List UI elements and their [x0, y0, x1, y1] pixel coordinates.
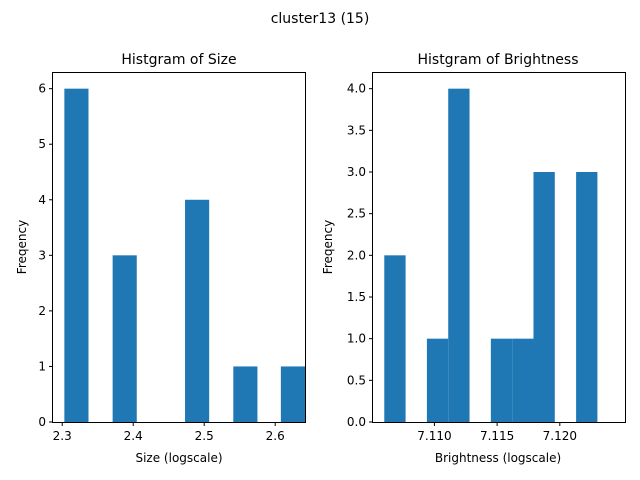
- brightness-histogram-ytick-label: 0.5: [347, 373, 366, 387]
- size-histogram-ylabel: Freqency: [15, 220, 29, 274]
- size-histogram-xlabel: Size (logscale): [135, 451, 222, 465]
- brightness-histogram-ytick-label: 0.0: [347, 415, 366, 429]
- brightness-histogram-title: Histgram of Brightness: [417, 52, 578, 68]
- brightness-histogram-xtick-label: 7.110: [417, 429, 451, 443]
- size-histogram-ytick-label: 3: [38, 248, 46, 262]
- brightness-histogram-bar-2: [426, 338, 449, 422]
- brightness-histogram-ylabel: Freqency: [321, 220, 335, 274]
- size-histogram-ytick-label: 6: [38, 82, 46, 96]
- size-histogram-bars: [64, 88, 305, 423]
- size-histogram-xtick-label: 2.4: [124, 429, 143, 443]
- size-histogram-ytick-label: 0: [38, 415, 46, 429]
- brightness-histogram-ytick-label: 3.5: [347, 123, 366, 137]
- brightness-histogram-bar-7: [533, 172, 555, 422]
- size-histogram-ytick-label: 5: [38, 137, 46, 151]
- brightness-histogram-bar-9: [576, 172, 598, 422]
- size-histogram-xticks: 2.3 2.4 2.5 2.6: [53, 422, 285, 443]
- size-histogram-yticks: 0 1 2 3 4 5 6: [38, 82, 53, 429]
- brightness-histogram-ytick-label: 4.0: [347, 82, 366, 96]
- brightness-histogram-ytick-label: 1.5: [347, 290, 366, 304]
- brightness-histogram-xtick-label: 7.115: [480, 429, 514, 443]
- size-histogram-bar-7: [233, 366, 258, 422]
- brightness-histogram-ytick-label: 2.0: [347, 248, 366, 262]
- brightness-histogram-ytick-label: 1.0: [347, 332, 366, 346]
- size-histogram-xtick-label: 2.6: [266, 429, 285, 443]
- brightness-histogram-bar-5: [490, 338, 513, 422]
- size-histogram-bar-5: [185, 199, 210, 422]
- brightness-histogram-bar-6: [512, 338, 534, 422]
- size-histogram-ytick-label: 4: [38, 193, 46, 207]
- brightness-histogram: Histgram of Brightness 7.110 7.115 7.120 0…: [321, 52, 626, 465]
- brightness-histogram-xticks: 7.110 7.115 7.120: [417, 422, 577, 443]
- size-histogram-bar-9: [280, 366, 305, 422]
- brightness-histogram-bar-3: [448, 88, 470, 423]
- brightness-histogram-ytick-label: 3.0: [347, 165, 366, 179]
- size-histogram-title: Histgram of Size: [121, 52, 236, 68]
- brightness-histogram-frame: [372, 72, 626, 423]
- size-histogram-xtick-label: 2.3: [53, 429, 72, 443]
- brightness-histogram-bars: [384, 88, 598, 423]
- brightness-histogram-xlabel: Brightness (logscale): [435, 451, 561, 465]
- size-histogram-bar-2: [112, 255, 137, 422]
- size-histogram-ytick-label: 2: [38, 304, 46, 318]
- figure-suptitle: cluster13 (15): [271, 11, 370, 27]
- size-histogram-bar-0: [64, 88, 89, 423]
- size-histogram-ytick-label: 1: [38, 359, 46, 373]
- size-histogram: Histgram of Size 2.3 2.4 2.5 2.6 0 1 2 3 4 5 6 Si…: [15, 52, 306, 465]
- size-histogram-frame: [52, 72, 306, 423]
- brightness-histogram-bar-0: [384, 255, 406, 422]
- brightness-histogram-xtick-label: 7.120: [543, 429, 577, 443]
- size-histogram-xtick-label: 2.5: [195, 429, 214, 443]
- brightness-histogram-ytick-label: 2.5: [347, 207, 366, 221]
- brightness-histogram-yticks: 0.0 0.5 1.0 1.5 2.0 2.5 3.0 3.5 4.0: [347, 82, 373, 429]
